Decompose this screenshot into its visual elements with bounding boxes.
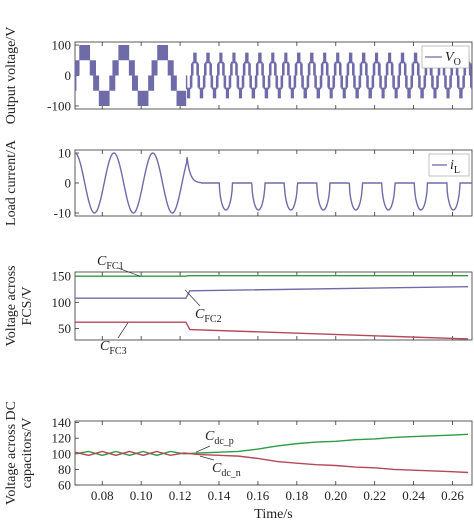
x-tick-label: 0.12 bbox=[169, 488, 192, 503]
legend-entry-vo: VO bbox=[445, 50, 461, 68]
annotation-cfc2: CFC2 bbox=[195, 307, 222, 325]
x-tick-label: 0.26 bbox=[441, 488, 464, 503]
panel-1: 100 0 -100 Output voltage/V bbox=[4, 27, 473, 125]
annotation-cdcn-subscript: dc_n bbox=[221, 468, 240, 479]
legend-entry-vo-symbol: V bbox=[445, 50, 455, 65]
y-tick-label: 80 bbox=[58, 462, 71, 477]
y-tick-label: 0 bbox=[65, 68, 72, 83]
annotation-cfc1: CFC1 bbox=[97, 254, 124, 272]
y-tick-label: -100 bbox=[47, 98, 71, 113]
legend-entry-il-symbol: i bbox=[450, 158, 454, 173]
annotation-cfc2-symbol: C bbox=[195, 307, 205, 322]
x-axis-label: Time/s bbox=[254, 507, 292, 522]
legend-box bbox=[421, 45, 470, 69]
x-tick-label: 0.18 bbox=[285, 488, 308, 503]
x-tick-label: 0.22 bbox=[363, 488, 386, 503]
annotation-cfc2-subscript: FC2 bbox=[204, 314, 221, 325]
series-vo: VO bbox=[74, 45, 473, 106]
legend-entry-il: iL bbox=[450, 158, 460, 176]
y-tick-label: 10 bbox=[58, 146, 71, 161]
y-axis-label: Output voltage/V bbox=[4, 27, 19, 125]
x-tick-label: 0.08 bbox=[91, 488, 114, 503]
annotation-cdcp-subscript: dc_p bbox=[214, 436, 233, 447]
annotation-cdcp: Cdc_p bbox=[205, 429, 234, 447]
fc-line-3 bbox=[75, 321, 469, 340]
y-tick-label: 100 bbox=[52, 295, 72, 310]
plot-frame bbox=[74, 271, 473, 341]
plot-frame bbox=[74, 420, 473, 486]
x-tick-label: 0.24 bbox=[402, 488, 425, 503]
legend-entry-vo-subscript: O bbox=[454, 57, 461, 68]
series-il: iL bbox=[74, 152, 472, 214]
x-tick-label: 0.10 bbox=[130, 488, 153, 503]
y-tick-label: 100 bbox=[52, 446, 72, 461]
annotation-leader bbox=[195, 445, 211, 453]
dc-line-2 bbox=[74, 450, 469, 474]
annotation-cfc3-symbol: C bbox=[100, 339, 110, 354]
annotation-leader bbox=[199, 455, 215, 461]
annotation-leader bbox=[117, 267, 141, 277]
annotation-leader bbox=[184, 289, 201, 307]
annotation-cfc3-subscript: FC3 bbox=[109, 346, 126, 357]
y-axis-label: Voltage across bbox=[4, 266, 19, 347]
annotation-cdcn: Cdc_n bbox=[212, 461, 241, 479]
y-tick-label: 120 bbox=[52, 431, 72, 446]
annotation-cfc1-subscript: FC1 bbox=[106, 261, 123, 272]
annotation-cfc1-symbol: C bbox=[97, 254, 107, 269]
y-axis-label: Load current/A bbox=[4, 139, 19, 226]
annotation-cfc3: CFC3 bbox=[100, 339, 127, 357]
fc-line-2 bbox=[75, 285, 469, 299]
y-axis-label: Voltage across DC bbox=[4, 401, 19, 505]
y-axis-label: FCS/V bbox=[20, 287, 35, 326]
x-tick-label: 0.20 bbox=[324, 488, 347, 503]
panel-3: 150 100 50 Voltage across FCS/V bbox=[4, 266, 473, 347]
x-tick-label: 0.14 bbox=[208, 488, 231, 503]
y-tick-label: 0 bbox=[65, 176, 72, 191]
legend-box bbox=[428, 153, 470, 177]
annotation-leader bbox=[117, 322, 129, 339]
legend-entry-il-subscript: L bbox=[454, 165, 460, 176]
annotation-cdcp-symbol: C bbox=[205, 429, 215, 444]
y-axis-label: capacitors/V bbox=[20, 418, 35, 489]
vo-pwm-band bbox=[74, 45, 473, 106]
annotation-cdcn-symbol: C bbox=[212, 461, 222, 476]
fc-line-1 bbox=[75, 274, 469, 277]
y-tick-label: 140 bbox=[52, 415, 72, 430]
y-tick-label: 60 bbox=[58, 478, 71, 493]
y-tick-label: 50 bbox=[58, 321, 71, 336]
y-tick-label: -10 bbox=[54, 206, 71, 221]
y-tick-label: 100 bbox=[52, 38, 72, 53]
x-tick-label: 0.16 bbox=[247, 488, 270, 503]
il-line bbox=[74, 152, 472, 214]
y-tick-label: 150 bbox=[52, 269, 72, 284]
dc-line-1 bbox=[74, 433, 469, 457]
